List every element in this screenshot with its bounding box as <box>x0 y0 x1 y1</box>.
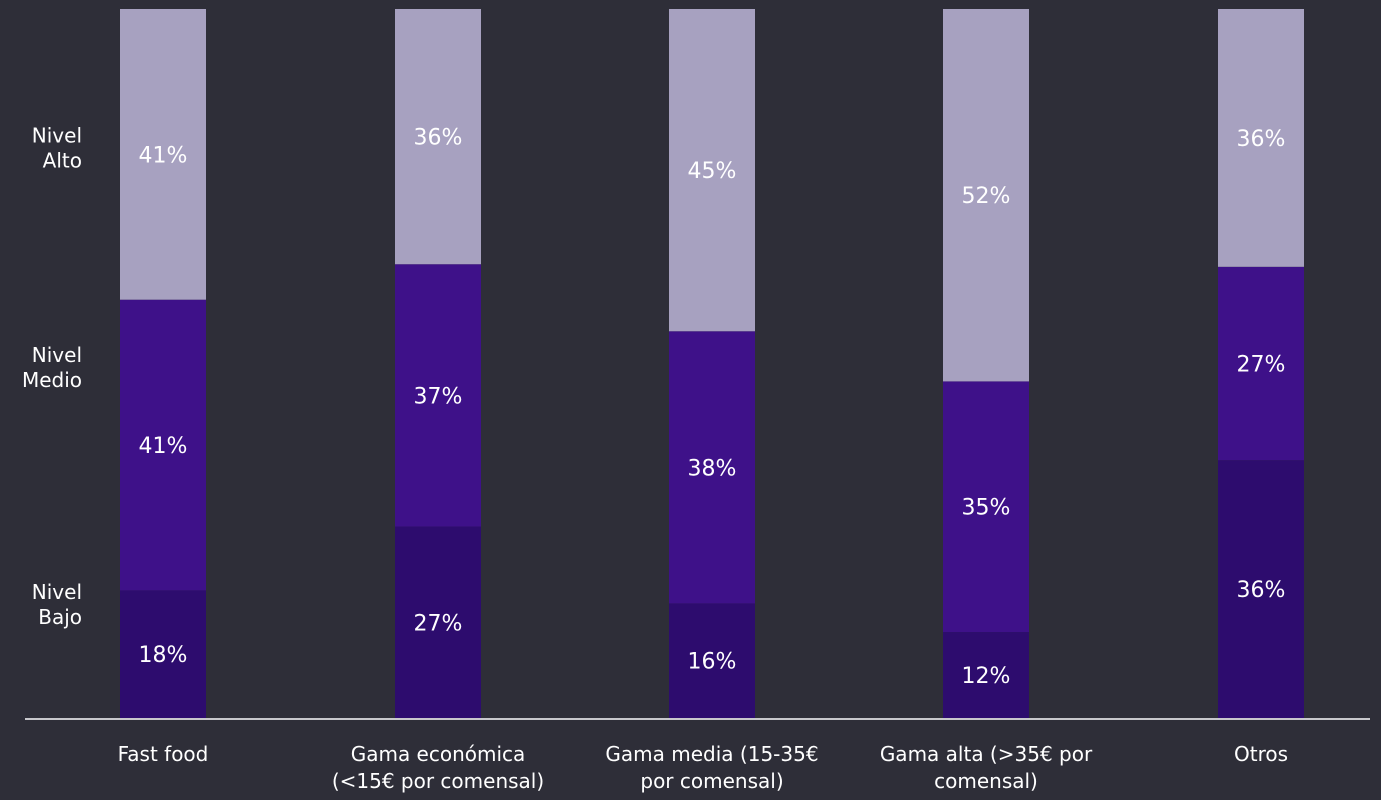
bar-segment-nivel-bajo <box>669 603 755 718</box>
bar-segment-nivel-medio <box>120 299 206 591</box>
data-label: 37% <box>414 384 463 409</box>
data-label: 27% <box>414 611 463 636</box>
category-label-line: comensal) <box>934 769 1038 793</box>
data-label: 38% <box>688 456 737 481</box>
tier-label-line: Bajo <box>38 605 82 629</box>
category-label: Otros <box>1234 742 1288 766</box>
tier-label-line: Alto <box>43 148 82 172</box>
bar-segment-nivel-alto <box>120 9 206 300</box>
bar-segment-nivel-medio <box>943 381 1029 633</box>
data-label: 35% <box>962 496 1011 521</box>
data-label: 36% <box>1237 127 1286 152</box>
data-label: 27% <box>1237 353 1286 378</box>
bar-segment-nivel-medio <box>1218 266 1304 461</box>
bar-segment-nivel-medio <box>395 264 481 527</box>
bar-segment-nivel-alto <box>395 9 481 265</box>
tier-label: Nivel Bajo <box>32 580 82 629</box>
data-label: 18% <box>139 643 188 668</box>
tier-label: Nivel Alto <box>32 123 82 172</box>
value-labels-group: 18% 41% 41% 27% 37% 36% 16% 38% 45% 12% 35% 52% 36% 2… <box>139 126 1286 689</box>
category-label: Fast food <box>118 742 209 766</box>
category-label-line: Gama alta (>35€ por <box>880 742 1093 766</box>
category-label: Gama alta (>35€ por comensal) <box>880 742 1093 793</box>
category-label-line: Gama económica <box>351 742 526 766</box>
category-label: Gama media (15-35€ por comensal) <box>605 742 818 793</box>
tier-label-line: Medio <box>22 368 82 392</box>
data-label: 52% <box>962 184 1011 209</box>
data-label: 41% <box>139 434 188 459</box>
category-label-line: Otros <box>1234 742 1288 766</box>
bar-segment-nivel-bajo <box>395 526 481 718</box>
bar-segment-nivel-alto <box>669 9 755 332</box>
tier-label-line: Nivel <box>32 123 82 147</box>
bar-segment-nivel-alto <box>943 9 1029 382</box>
data-label: 45% <box>688 159 737 184</box>
bar-segment-nivel-alto <box>1218 9 1304 267</box>
bar-segment-nivel-medio <box>669 331 755 604</box>
category-label: Gama económica (<15€ por comensal) <box>332 742 544 793</box>
data-label: 41% <box>139 143 188 168</box>
bar-segment-nivel-bajo <box>1218 460 1304 718</box>
bars-group <box>120 9 1304 718</box>
category-label-line: Fast food <box>118 742 209 766</box>
data-label: 36% <box>1237 578 1286 603</box>
category-labels-group: Fast food Gama económica (<15€ por comensa… <box>118 742 1288 793</box>
tier-label-line: Nivel <box>32 580 82 604</box>
bar-segment-nivel-bajo <box>943 632 1029 718</box>
data-label: 12% <box>962 664 1011 689</box>
data-label: 36% <box>414 126 463 151</box>
tier-label: Nivel Medio <box>22 343 82 392</box>
data-label: 16% <box>688 650 737 675</box>
tier-label-line: Nivel <box>32 343 82 367</box>
category-label-line: por comensal) <box>640 769 783 793</box>
category-label-line: (<15€ por comensal) <box>332 769 544 793</box>
category-label-line: Gama media (15-35€ <box>605 742 818 766</box>
bar-segment-nivel-bajo <box>120 590 206 718</box>
